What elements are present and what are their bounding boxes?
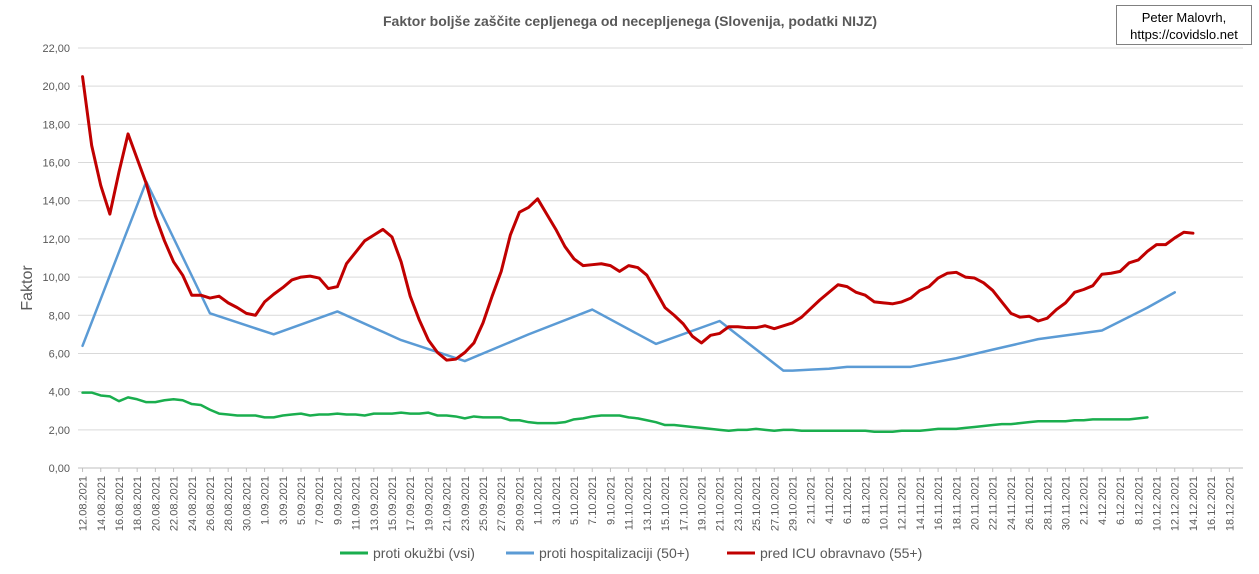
x-tick-label: 19.09.2021 bbox=[423, 476, 435, 531]
x-tick-label: 19.10.2021 bbox=[696, 476, 708, 531]
x-tick-label: 21.10.2021 bbox=[715, 476, 727, 531]
x-tick-label: 9.09.2021 bbox=[332, 476, 344, 525]
x-tick-label: 27.10.2021 bbox=[769, 476, 781, 531]
x-tick-label: 20.08.2021 bbox=[150, 476, 162, 531]
x-tick-label: 12.11.2021 bbox=[897, 476, 909, 530]
x-tick-label: 18.11.2021 bbox=[951, 476, 963, 530]
x-tick-label: 23.09.2021 bbox=[460, 476, 472, 531]
x-tick-label: 21.09.2021 bbox=[442, 476, 454, 531]
x-tick-label: 25.10.2021 bbox=[751, 476, 763, 531]
y-tick-label: 0,00 bbox=[49, 463, 70, 475]
x-tick-label: 12.12.2021 bbox=[1170, 476, 1182, 531]
y-tick-label: 2,00 bbox=[49, 425, 70, 437]
x-tick-label: 18.08.2021 bbox=[132, 476, 144, 531]
x-tick-label: 11.10.2021 bbox=[624, 476, 636, 530]
x-tick-label: 28.11.2021 bbox=[1042, 476, 1054, 530]
y-tick-label: 4,00 bbox=[49, 387, 70, 399]
y-tick-label: 18,00 bbox=[42, 119, 70, 131]
y-tick-label: 22,00 bbox=[42, 43, 70, 55]
x-tick-label: 16.11.2021 bbox=[933, 476, 945, 530]
y-axis-label: Faktor bbox=[19, 265, 36, 311]
x-tick-label: 27.09.2021 bbox=[496, 476, 508, 531]
x-tick-label: 6.11.2021 bbox=[842, 476, 854, 524]
x-tick-label: 3.10.2021 bbox=[551, 476, 563, 525]
x-tick-label: 9.10.2021 bbox=[605, 476, 617, 525]
x-tick-label: 13.10.2021 bbox=[642, 476, 654, 531]
y-tick-label: 8,00 bbox=[49, 310, 70, 322]
x-tick-label: 1.09.2021 bbox=[260, 476, 272, 525]
x-tick-label: 22.08.2021 bbox=[169, 476, 181, 531]
y-tick-label: 14,00 bbox=[42, 196, 70, 208]
legend-label-hospitalizacije: proti hospitalizaciji (50+) bbox=[539, 545, 690, 561]
x-tick-label: 29.10.2021 bbox=[787, 476, 799, 531]
x-tick-label: 6.12.2021 bbox=[1115, 476, 1127, 525]
author-name: Peter Malovrh, bbox=[1141, 10, 1227, 25]
gridlines bbox=[78, 47, 1243, 472]
x-tick-label: 4.12.2021 bbox=[1097, 476, 1109, 525]
y-tick-label: 6,00 bbox=[49, 348, 70, 360]
x-tick-label: 13.09.2021 bbox=[369, 476, 381, 531]
x-tick-label: 3.09.2021 bbox=[278, 476, 290, 525]
x-tick-label: 15.10.2021 bbox=[660, 476, 672, 531]
x-tick-label: 26.08.2021 bbox=[205, 476, 217, 531]
x-tick-label: 24.11.2021 bbox=[1006, 476, 1018, 530]
x-tick-label: 24.08.2021 bbox=[187, 476, 199, 531]
x-tick-label: 26.11.2021 bbox=[1024, 476, 1036, 530]
x-tick-label: 14.12.2021 bbox=[1188, 476, 1200, 531]
x-tick-label: 4.11.2021 bbox=[824, 476, 836, 524]
x-tick-label: 23.10.2021 bbox=[733, 476, 745, 531]
series-line-okuzbe bbox=[81, 391, 1149, 433]
x-tick-label: 28.08.2021 bbox=[223, 476, 235, 531]
series-line-icu bbox=[81, 75, 1195, 362]
x-tick-label: 16.12.2021 bbox=[1206, 476, 1218, 531]
x-tick-label: 30.08.2021 bbox=[241, 476, 253, 531]
x-tick-label: 18.12.2021 bbox=[1224, 476, 1236, 531]
chart-title: Faktor boljše zaščite cepljenega od nece… bbox=[383, 13, 877, 29]
x-tick-label: 7.09.2021 bbox=[314, 476, 326, 525]
x-tick-label: 12.08.2021 bbox=[78, 476, 90, 531]
x-tick-label: 22.11.2021 bbox=[988, 476, 1000, 530]
x-tick-label: 17.10.2021 bbox=[678, 476, 690, 531]
series-lines bbox=[81, 75, 1195, 433]
author-website: https://covidslo.net bbox=[1130, 27, 1238, 42]
y-tick-label: 20,00 bbox=[42, 81, 70, 93]
y-axis-tick-labels: 0,00 2,00 4,00 6,00 8,00 10,00 12,00 14,00 16,00… bbox=[42, 43, 70, 475]
x-tick-label: 14.11.2021 bbox=[915, 476, 927, 530]
legend-label-okuzbe: proti okužbi (vsi) bbox=[373, 545, 475, 561]
x-tick-label: 2.12.2021 bbox=[1079, 476, 1091, 525]
x-tick-label: 8.12.2021 bbox=[1133, 476, 1145, 525]
y-tick-label: 12,00 bbox=[42, 234, 70, 246]
x-axis-tick-labels: 12.08.2021 14.08.2021 16.08.2021 18.08.2021… bbox=[78, 476, 1237, 531]
x-tick-label: 29.09.2021 bbox=[514, 476, 526, 531]
x-tick-label: 5.10.2021 bbox=[569, 476, 581, 525]
x-tick-label: 10.12.2021 bbox=[1152, 476, 1164, 531]
x-tick-label: 1.10.2021 bbox=[533, 476, 545, 525]
x-tick-label: 8.11.2021 bbox=[860, 476, 872, 524]
x-tick-label: 16.08.2021 bbox=[114, 476, 126, 531]
x-tick-label: 7.10.2021 bbox=[587, 476, 599, 525]
x-tick-label: 14.08.2021 bbox=[96, 476, 108, 531]
x-tick-label: 15.09.2021 bbox=[387, 476, 399, 531]
x-tick-label: 11.09.2021 bbox=[351, 476, 363, 530]
legend-label-icu: pred ICU obravnavo (55+) bbox=[760, 545, 922, 561]
x-tick-label: 2.11.2021 bbox=[806, 476, 818, 524]
x-tick-label: 20.11.2021 bbox=[970, 476, 982, 530]
y-tick-label: 16,00 bbox=[42, 158, 70, 170]
series-line-hospitalizacije bbox=[81, 180, 1176, 372]
x-tick-label: 25.09.2021 bbox=[478, 476, 490, 531]
author-box: Peter Malovrh, https://covidslo.net bbox=[1116, 5, 1252, 45]
x-tick-label: 5.09.2021 bbox=[296, 476, 308, 525]
y-tick-label: 10,00 bbox=[42, 272, 70, 284]
x-tick-label: 17.09.2021 bbox=[405, 476, 417, 531]
x-tick-label: 30.11.2021 bbox=[1061, 476, 1073, 530]
x-tick-label: 10.11.2021 bbox=[878, 476, 890, 530]
legend: proti okužbi (vsi) proti hospitalizaciji … bbox=[340, 545, 922, 561]
